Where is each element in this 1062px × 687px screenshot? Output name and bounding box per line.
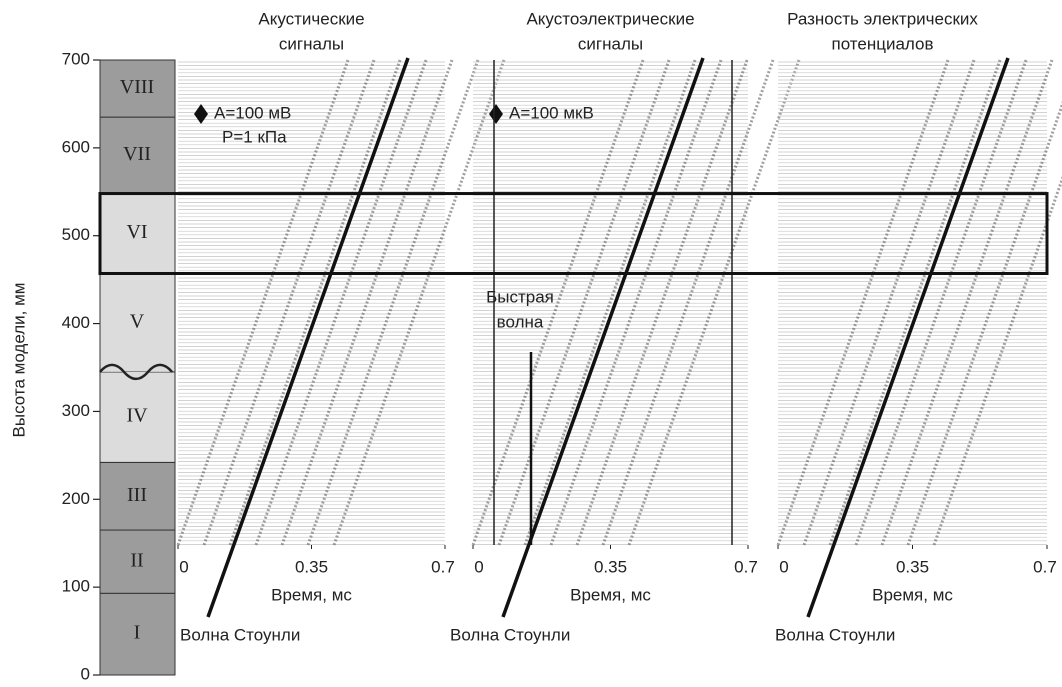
panel-title: сигналы — [279, 34, 344, 53]
panel — [776, 57, 1062, 618]
wave-band — [176, 59, 350, 546]
layer-label: VIII — [120, 76, 154, 98]
x-axis-label: Время, мс — [872, 585, 953, 604]
stoneley-line — [206, 57, 410, 618]
y-tick-label: 400 — [62, 313, 90, 332]
x-axis-label: Время, мс — [570, 585, 651, 604]
wave-band — [828, 59, 1002, 546]
panel — [471, 57, 801, 618]
diamond — [194, 104, 208, 124]
wave-band — [932, 175, 1062, 546]
note: A=100 мВ — [214, 103, 291, 122]
x-tick-label: 0.35 — [594, 557, 627, 576]
x-tick-label: 0.35 — [295, 557, 328, 576]
panel — [176, 57, 506, 618]
wave-band — [280, 59, 454, 546]
layer-label: III — [127, 484, 147, 506]
wave-band — [854, 59, 1028, 546]
x-tick-label: 0 — [779, 557, 788, 576]
x-tick-label: 0.7 — [431, 557, 455, 576]
x-axis-label: Время, мс — [271, 585, 352, 604]
wave-band — [776, 59, 950, 546]
panel-title: сигналы — [578, 34, 643, 53]
wave-band — [306, 59, 480, 546]
wave-band — [906, 101, 1062, 546]
layer-label: II — [130, 549, 143, 571]
wave-band — [228, 59, 402, 546]
wave-band — [254, 59, 428, 546]
layer-label: V — [130, 310, 145, 332]
layer — [99, 592, 176, 676]
wave-band — [575, 59, 749, 546]
wave-band — [627, 59, 801, 546]
panel-title: Разность электрических — [787, 9, 978, 28]
note: P=1 кПа — [222, 127, 287, 146]
fast-wave-label: Быстрая — [486, 287, 554, 306]
wave-band — [802, 59, 976, 546]
y-axis-label: Высота модели, мм — [9, 283, 28, 438]
layer-label: IV — [126, 405, 148, 427]
x-tick-label: 0.35 — [896, 557, 929, 576]
wavy-boundary — [99, 363, 173, 381]
wave-band — [880, 59, 1054, 546]
layer — [99, 272, 176, 373]
y-tick-label: 100 — [62, 577, 90, 596]
wave-band — [549, 59, 723, 546]
wave-band — [332, 59, 506, 546]
layer — [99, 59, 176, 118]
panel-title: потенциалов — [831, 34, 933, 53]
y-tick-label: 600 — [62, 137, 90, 156]
wave-band — [202, 59, 376, 546]
note: A=100 мкВ — [509, 103, 594, 122]
wave-label: Волна Стоунли — [180, 625, 300, 644]
stoneley-line — [806, 57, 1010, 618]
x-tick-label: 0 — [474, 557, 483, 576]
panel-title: Акустические — [258, 9, 364, 28]
layer — [99, 529, 176, 594]
wave-band — [601, 59, 775, 546]
y-tick-label: 300 — [62, 401, 90, 420]
wave-band — [497, 59, 671, 546]
x-tick-label: 0 — [179, 557, 188, 576]
panel-title: Акустоэлектрические — [526, 9, 694, 28]
diamond — [489, 104, 503, 124]
fast-wave-label: волна — [497, 312, 544, 331]
stoneley-line — [501, 57, 705, 618]
wave-label: Волна Стоунли — [775, 625, 895, 644]
wave-band — [471, 59, 645, 546]
layer — [99, 461, 176, 531]
x-tick-label: 0.7 — [734, 557, 758, 576]
wave-band — [523, 59, 697, 546]
y-tick-label: 0 — [81, 664, 90, 682]
layer-label: VII — [123, 143, 151, 165]
y-tick-label: 200 — [62, 489, 90, 508]
layer-label: VI — [126, 221, 147, 243]
y-tick-label: 700 — [62, 49, 90, 68]
wave-label: Волна Стоунли — [450, 625, 570, 644]
x-tick-label: 0.7 — [1033, 557, 1057, 576]
y-tick-label: 500 — [62, 225, 90, 244]
highlight-box — [98, 192, 1049, 275]
layer — [99, 371, 176, 463]
layer-label: I — [134, 622, 141, 644]
